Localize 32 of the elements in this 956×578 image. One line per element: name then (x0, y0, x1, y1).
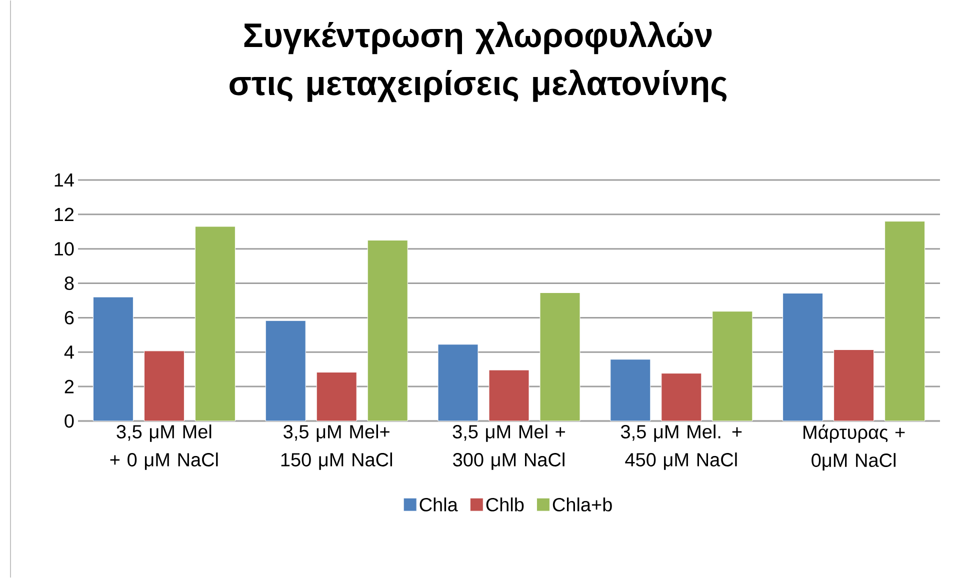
legend-label: Chlb (486, 497, 524, 512)
x-tick-label: 3,5 μM Mel. + 450 μM NaCl (620, 424, 742, 470)
legend-label: Chla+b (552, 497, 612, 512)
bar (144, 350, 184, 422)
bar (194, 226, 236, 422)
bar (92, 296, 134, 422)
bar (488, 370, 530, 422)
y-tick-label: 10 (54, 242, 74, 256)
chart-title: Συγκέντρωση χλωροφυλλών στις μεταχειρίσεις μελατονίνης (230, 22, 727, 102)
bar (834, 349, 874, 422)
y-tick-label: 14 (54, 173, 74, 187)
x-tick-label: Μάρτυρας + 0μM NaCl (804, 424, 905, 470)
y-tick-label: 6 (64, 310, 74, 324)
bar (782, 293, 824, 422)
x-tick-label: 3,5 μM Mel + 0 μM NaCl (110, 424, 218, 470)
bar (712, 311, 753, 422)
y-tick-label: 4 (64, 346, 74, 359)
bar (884, 221, 926, 422)
bar (438, 344, 478, 422)
bar (610, 359, 651, 422)
y-tick-label: 0 (64, 414, 74, 428)
y-tick-label: 12 (54, 208, 74, 222)
legend-label: Chla (420, 497, 458, 512)
bar (661, 373, 702, 422)
y-tick-label: 8 (64, 276, 74, 290)
bar (265, 320, 306, 422)
x-tick-label: 3,5 μM Mel + 300 μM NaCl (452, 424, 565, 470)
bar (540, 292, 580, 422)
bar (316, 372, 357, 422)
x-tick-label: 3,5 μM Mel+ 150 μM NaCl (281, 424, 392, 470)
bar (367, 240, 408, 422)
y-tick-label: 2 (64, 380, 74, 394)
